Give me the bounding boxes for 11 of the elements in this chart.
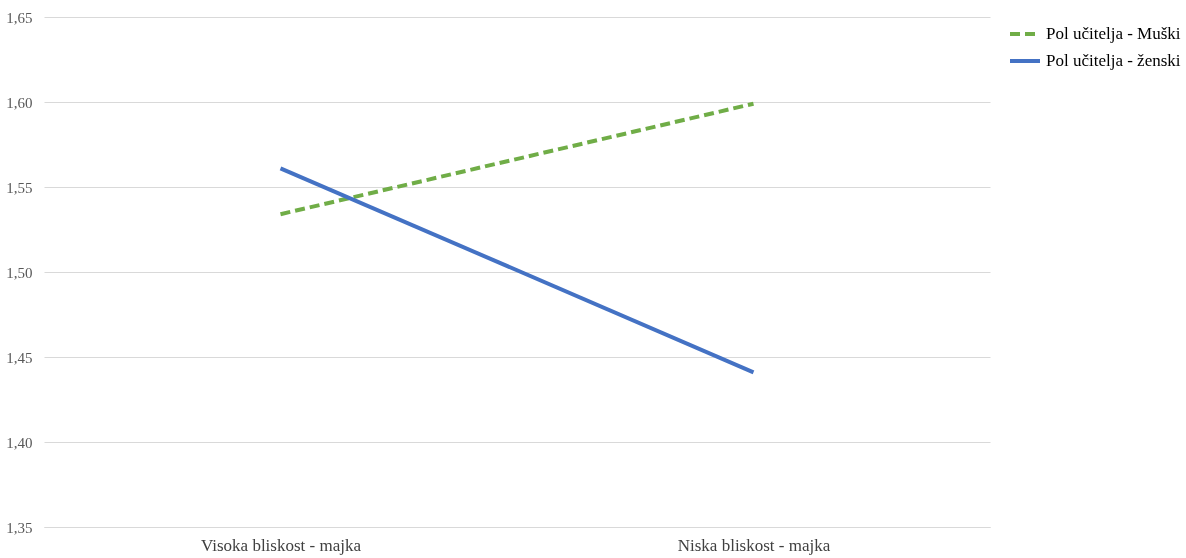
x-tick-label: Visoka bliskost - majka: [201, 535, 362, 555]
y-tick-label: 1,35: [6, 519, 33, 536]
y-tick-label: 1,50: [6, 264, 33, 281]
y-tick-label: 1,55: [6, 179, 33, 196]
y-tick-label: 1,45: [6, 349, 33, 366]
legend-label: Pol učitelja - ženski: [1046, 51, 1181, 70]
y-tick-label: 1,65: [6, 9, 33, 26]
x-tick-label: Niska bliskost - majka: [677, 535, 831, 555]
y-tick-label: 1,60: [6, 94, 33, 111]
legend-label: Pol učitelja - Muški: [1046, 24, 1181, 43]
y-tick-label: 1,40: [6, 434, 33, 451]
